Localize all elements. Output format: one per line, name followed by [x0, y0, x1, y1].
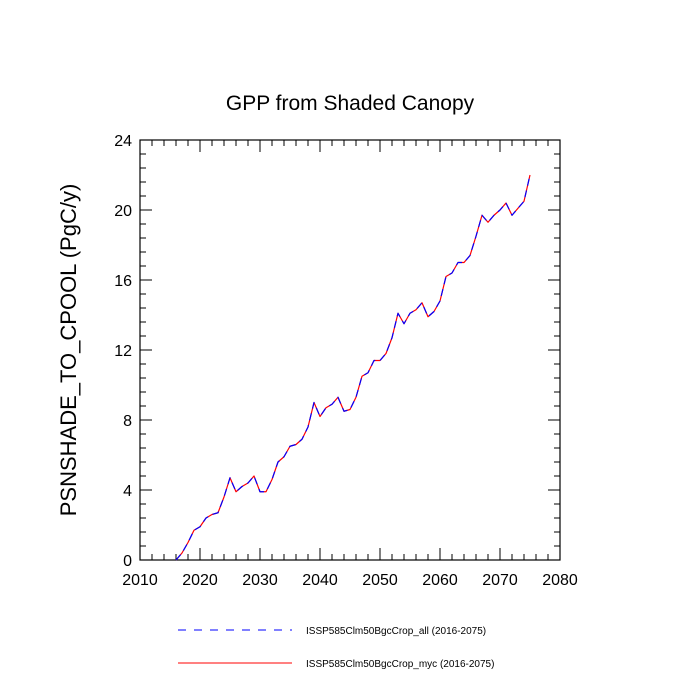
y-tick-label: 24: [114, 133, 132, 150]
legend: ISSP585Clm50BgcCrop_all (2016-2075) ISSP5…: [178, 626, 494, 670]
x-tick-label: 2030: [242, 572, 278, 589]
y-tick-label: 8: [123, 413, 132, 430]
y-tick-label: 16: [114, 273, 132, 290]
chart-title: GPP from Shaded Canopy: [226, 92, 475, 115]
x-tick-label: 2010: [122, 572, 158, 589]
x-tick-label: 2080: [542, 572, 578, 589]
x-tick-label: 2060: [422, 572, 458, 589]
legend-label-1: ISSP585Clm50BgcCrop_myc (2016-2075): [306, 659, 494, 670]
y-tick-label: 20: [114, 203, 132, 220]
y-tick-label: 12: [114, 343, 132, 360]
y-tick-label: 0: [123, 553, 132, 570]
plot-axes: 2010 2020 2030 2040 2050 2060 2070 2080 0 4 8 12 16 2…: [114, 133, 578, 589]
y-tick-label: 4: [123, 483, 132, 500]
x-tick-label: 2050: [362, 572, 398, 589]
legend-label-0: ISSP585Clm50BgcCrop_all (2016-2075): [306, 626, 486, 637]
plot-frame: [139, 139, 561, 561]
series-line-0: [175, 174, 531, 561]
x-tick-label: 2070: [482, 572, 518, 589]
x-tick-label: 2020: [182, 572, 218, 589]
x-tick-label: 2040: [302, 572, 338, 589]
y-axis-label: PSNSHADE_TO_CPOOL (PgC/y): [56, 184, 81, 517]
series-layer: [175, 174, 531, 561]
